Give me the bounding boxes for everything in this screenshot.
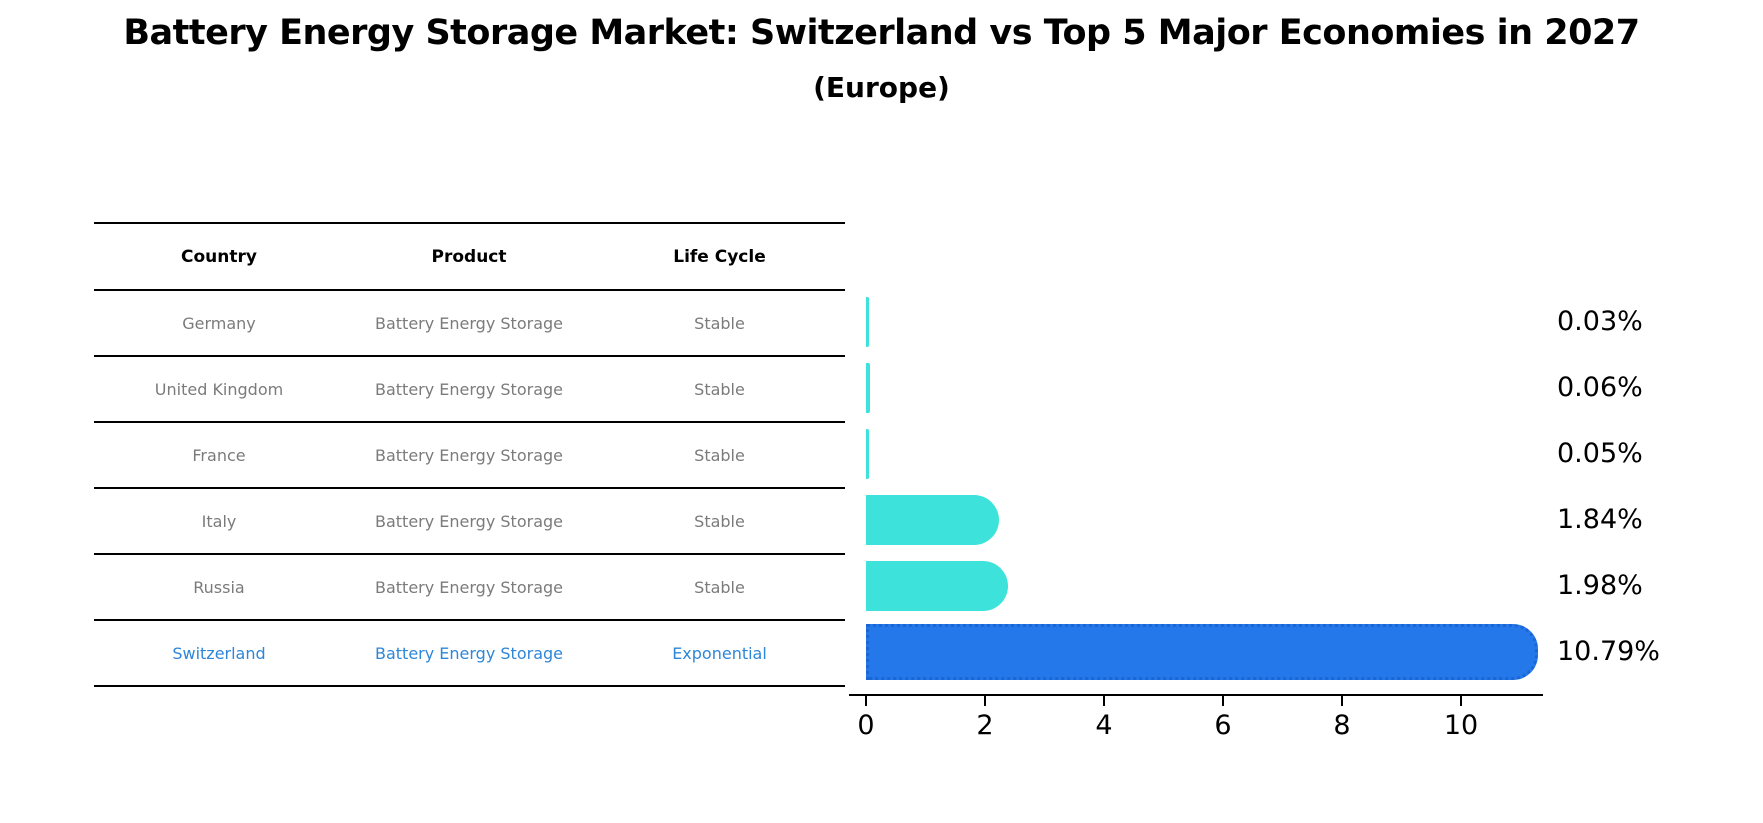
- country-cell: United Kingdom: [154, 379, 284, 399]
- x-tick-4: [1103, 696, 1105, 706]
- x-tick-label-8: 8: [1333, 710, 1351, 741]
- table-row-italy: Italy Battery Energy Storage Stable: [94, 489, 845, 555]
- x-tick-label-10: 10: [1443, 710, 1479, 741]
- bar-italy: [866, 495, 999, 545]
- x-tick-0: [865, 696, 867, 706]
- table-row-germany: Germany Battery Energy Storage Stable: [94, 291, 845, 357]
- header-country: Country: [181, 246, 257, 267]
- value-label-switzerland: 10.79%: [1557, 636, 1660, 667]
- table-row-france: France Battery Energy Storage Stable: [94, 423, 845, 489]
- life-cycle-cell: Stable: [694, 445, 745, 465]
- value-label-germany: 0.03%: [1557, 306, 1643, 337]
- life-cycle-cell: Stable: [694, 511, 745, 531]
- product-cell: Battery Energy Storage: [374, 379, 563, 399]
- x-tick-8: [1341, 696, 1343, 706]
- table-row-united-kingdom: United Kingdom Battery Energy Storage St…: [94, 357, 845, 423]
- bar-russia: [866, 561, 1008, 611]
- life-cycle-cell: Stable: [694, 379, 745, 399]
- bar-france: [866, 429, 869, 479]
- country-cell: France: [192, 445, 246, 465]
- chart-subtitle: (Europe): [813, 71, 950, 104]
- x-tick-6: [1222, 696, 1224, 706]
- country-cell: Germany: [182, 313, 256, 333]
- header-life-cycle: Life Cycle: [673, 246, 766, 267]
- product-cell: Battery Energy Storage: [374, 577, 563, 597]
- x-tick-label-6: 6: [1214, 710, 1232, 741]
- table-row-russia: Russia Battery Energy Storage Stable: [94, 555, 845, 621]
- table-header-row: Country Product Life Cycle: [94, 224, 845, 291]
- value-label-united-kingdom: 0.06%: [1557, 372, 1643, 403]
- x-tick-label-2: 2: [976, 710, 994, 741]
- product-cell: Battery Energy Storage: [374, 313, 563, 333]
- country-cell: Russia: [193, 577, 245, 597]
- x-tick-10: [1460, 696, 1462, 706]
- x-tick-label-4: 4: [1095, 710, 1113, 741]
- value-label-france: 0.05%: [1557, 438, 1643, 469]
- country-cell: Italy: [201, 511, 237, 531]
- x-tick-label-0: 0: [857, 710, 875, 741]
- value-label-italy: 1.84%: [1557, 504, 1643, 535]
- bar-switzerland: [866, 624, 1538, 680]
- life-cycle-cell: Stable: [694, 577, 745, 597]
- x-tick-2: [984, 696, 986, 706]
- bar-germany: [866, 297, 869, 347]
- country-table: Country Product Life Cycle Germany Batte…: [94, 222, 845, 687]
- product-cell: Battery Energy Storage: [374, 511, 563, 531]
- value-label-russia: 1.98%: [1557, 570, 1643, 601]
- header-product: Product: [431, 246, 507, 267]
- product-cell: Battery Energy Storage: [374, 643, 563, 663]
- table-row-switzerland: Switzerland Battery Energy Storage Expon…: [94, 621, 845, 687]
- life-cycle-cell: Stable: [694, 313, 745, 333]
- country-cell: Switzerland: [172, 643, 266, 663]
- bar-united-kingdom: [866, 363, 870, 413]
- product-cell: Battery Energy Storage: [374, 445, 563, 465]
- chart-title: Battery Energy Storage Market: Switzerla…: [123, 13, 1640, 53]
- life-cycle-cell: Exponential: [672, 643, 767, 663]
- x-axis: [849, 694, 1543, 696]
